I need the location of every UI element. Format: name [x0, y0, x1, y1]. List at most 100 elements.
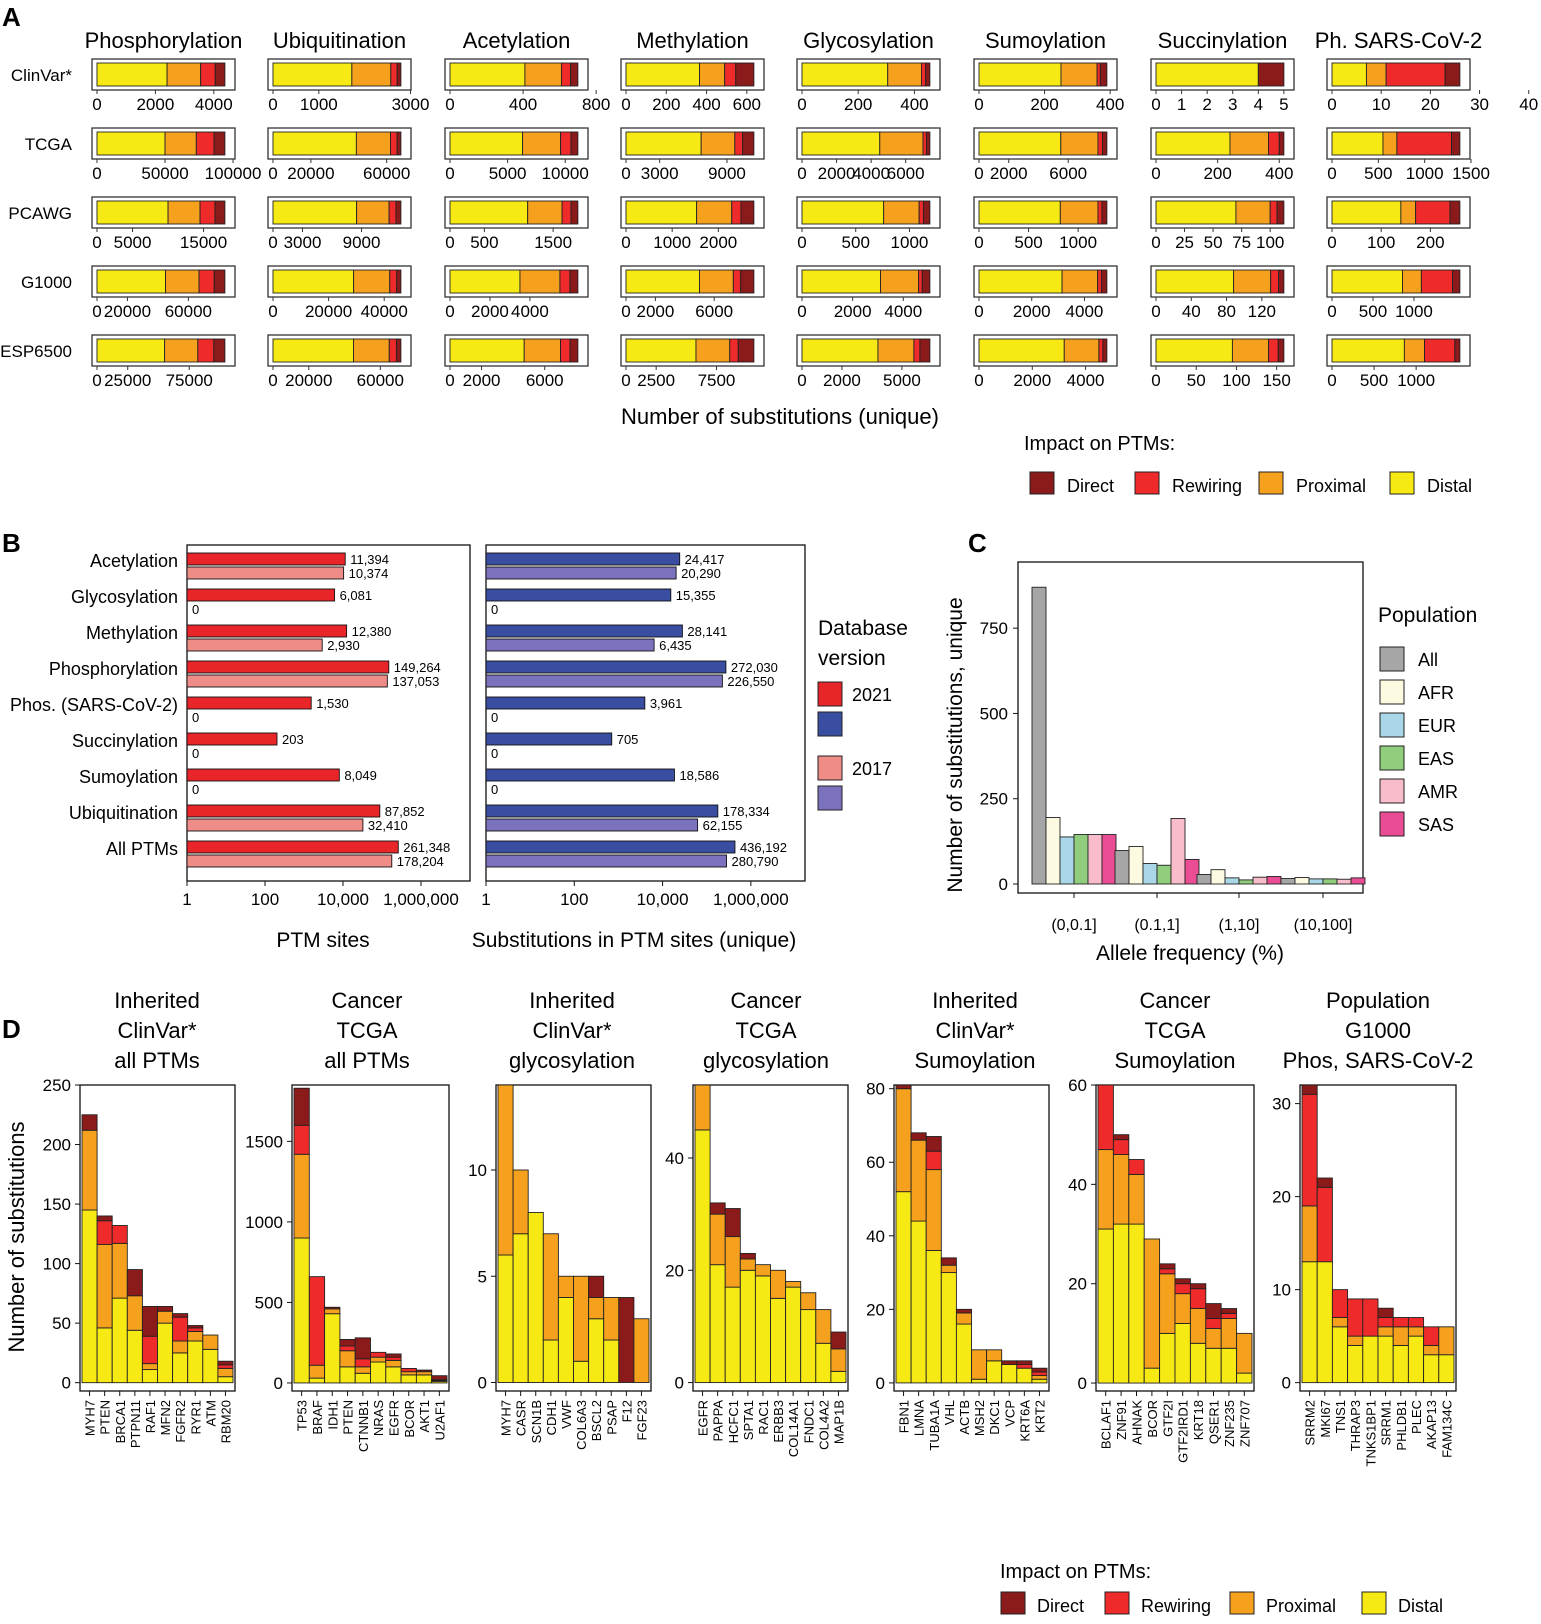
panel-a-tick-label: 0 — [1151, 302, 1160, 321]
panel-c-bar-amr — [1170, 818, 1186, 885]
panel-d-bar-distal — [724, 1286, 741, 1384]
panel-d-gene-label: ZNF91 — [1114, 1400, 1129, 1440]
panel-d-bar-proximal — [1423, 1344, 1440, 1356]
panel-d-subplot-title: Sumoylation — [1114, 1048, 1235, 1073]
panel-a-tick-label: 0 — [797, 302, 806, 321]
panel-d-bar-distal — [1438, 1354, 1455, 1384]
panel-d-bar-proximal — [1407, 1326, 1425, 1337]
panel-b-data-label: 436,192 — [740, 840, 787, 855]
panel-d-bar-proximal — [81, 1129, 98, 1211]
panel-d-gene-label: SCN1B — [529, 1400, 544, 1443]
panel-d-bar-distal — [1189, 1342, 1207, 1384]
panel-d-bar-proximal — [895, 1088, 912, 1193]
legend-label-proximal: Proximal — [1296, 476, 1366, 496]
panel-d-ytick-label: 20 — [1272, 1188, 1291, 1207]
panel-d-bar-direct — [324, 1306, 341, 1310]
panel-a-tick-label: 120 — [1248, 302, 1276, 321]
panel-d-gene-label: BCOR — [402, 1400, 417, 1438]
panel-b-data-label: 0 — [192, 602, 199, 617]
legend-label-sas: SAS — [1418, 815, 1454, 835]
panel-d-bar-proximal — [739, 1258, 756, 1271]
panel-a-bar-direct — [396, 62, 402, 87]
panel-d-gene-label: DKC1 — [987, 1400, 1002, 1435]
panel-a-tick-label: 25 — [1175, 233, 1194, 252]
panel-d-bar-distal — [415, 1374, 433, 1384]
panel-d-ytick-label: 40 — [1068, 1175, 1087, 1194]
panel-a-tick-label: 1500 — [534, 233, 572, 252]
panel-d-bar-proximal — [354, 1366, 371, 1374]
panel-d-bar-proximal — [1301, 1205, 1318, 1263]
panel-d-gene-label: VCP — [1002, 1400, 1017, 1427]
panel-a-bar-direct — [1102, 338, 1108, 363]
panel-b-bar — [485, 552, 681, 566]
panel-b-data-label: 261,348 — [403, 840, 450, 855]
panel-a-xlabel: Number of substitutions (unique) — [621, 404, 939, 429]
panel-a-tick-label: 500 — [1364, 164, 1392, 183]
panel-b-data-label: 87,852 — [385, 804, 425, 819]
panel-a-bar-proximal — [887, 62, 922, 87]
panel-a-tick-label: 2000 — [1013, 302, 1051, 321]
panel-d-bar-proximal — [986, 1349, 1003, 1362]
panel-d-subplot-title: Cancer — [731, 988, 802, 1013]
panel-d-bar-direct — [126, 1269, 143, 1297]
panel-d-bar-distal — [557, 1297, 574, 1383]
panel-a-bar-proximal — [1063, 338, 1100, 363]
panel-d-bar-direct — [172, 1313, 189, 1318]
panel-d-bar-rewiring — [370, 1351, 387, 1358]
panel-d-bar-rewiring — [1097, 1084, 1114, 1151]
panel-d-bar-rewiring — [1377, 1317, 1394, 1328]
panel-a-bar-distal — [1331, 269, 1403, 294]
panel-b-letter: B — [2, 528, 21, 558]
panel-a-tick-label: 0 — [1151, 233, 1160, 252]
panel-d-bar-distal — [81, 1209, 98, 1384]
panel-d-bar-direct — [1001, 1360, 1018, 1365]
panel-d-bar-proximal — [830, 1348, 847, 1372]
panel-a-bar-rewiring — [731, 200, 742, 225]
panel-a-bar-direct — [213, 338, 226, 363]
panel-a-row-label: TCGA — [25, 135, 73, 154]
panel-a-tick-label: 0 — [268, 302, 277, 321]
panel-d-gene-label: TNS1 — [1333, 1400, 1348, 1433]
panel-d-bar-distal — [324, 1313, 341, 1384]
panel-d-gene-label: ZNF707 — [1237, 1400, 1252, 1447]
panel-d-frame — [291, 1084, 450, 1392]
panel-d-bar-direct — [141, 1306, 158, 1337]
panel-d-gene-label: KRT6A — [1017, 1400, 1032, 1442]
panel-a-tick-label: 25000 — [104, 371, 151, 390]
panel-a-tick-label: 50000 — [141, 164, 188, 183]
panel-d-subplot-title: TCGA — [735, 1018, 796, 1043]
panel-a-bar-distal — [272, 131, 357, 156]
panel-a-tick-label: 2000 — [136, 95, 174, 114]
panel-a-bar-proximal — [877, 338, 915, 363]
panel-d-bar-proximal — [694, 1084, 711, 1131]
panel-c-ytick-label: 750 — [980, 619, 1008, 638]
panel-d-bar-distal — [542, 1339, 559, 1383]
panel-d-bar-rewiring — [96, 1220, 113, 1245]
panel-d-bar-distal — [815, 1342, 832, 1384]
panel-d-gene-label: PLEC — [1409, 1400, 1424, 1434]
panel-d-bar-distal — [925, 1250, 942, 1384]
panel-a-bar-direct — [735, 62, 755, 87]
panel-b-bar — [186, 804, 381, 818]
panel-d-gene-label: SRRM2 — [1303, 1400, 1318, 1446]
panel-b-data-label: 10,374 — [349, 566, 389, 581]
panel-d-bar-proximal — [370, 1356, 387, 1363]
panel-a-tick-label: 4000 — [1066, 302, 1104, 321]
panel-d-gene-label: EGFR — [386, 1400, 401, 1436]
legend-swatch-2021-sites — [817, 681, 843, 707]
panel-a-tick-label: 4 — [1254, 95, 1263, 114]
panel-d-bar-proximal — [1159, 1273, 1176, 1334]
panel-d-subplot-title: ClinVar* — [935, 1018, 1015, 1043]
panel-a-bar-distal — [801, 200, 885, 225]
panel-a-bar-distal — [978, 200, 1061, 225]
panel-d-bar-rewiring — [1347, 1298, 1364, 1337]
panel-a-tick-label: 200 — [1203, 164, 1231, 183]
panel-a-bar-rewiring — [389, 269, 398, 294]
panel-d-bar-direct — [618, 1297, 635, 1383]
panel-d-gene-label: PTEN — [98, 1400, 113, 1435]
panel-a-bar-proximal — [356, 200, 390, 225]
legend-swatch-distal — [1389, 471, 1415, 495]
panel-d-gene-label: CTNNB1 — [356, 1400, 371, 1452]
panel-a-column-title: Succinylation — [1158, 28, 1288, 53]
panel-a-tick-label: 1000 — [1406, 164, 1444, 183]
